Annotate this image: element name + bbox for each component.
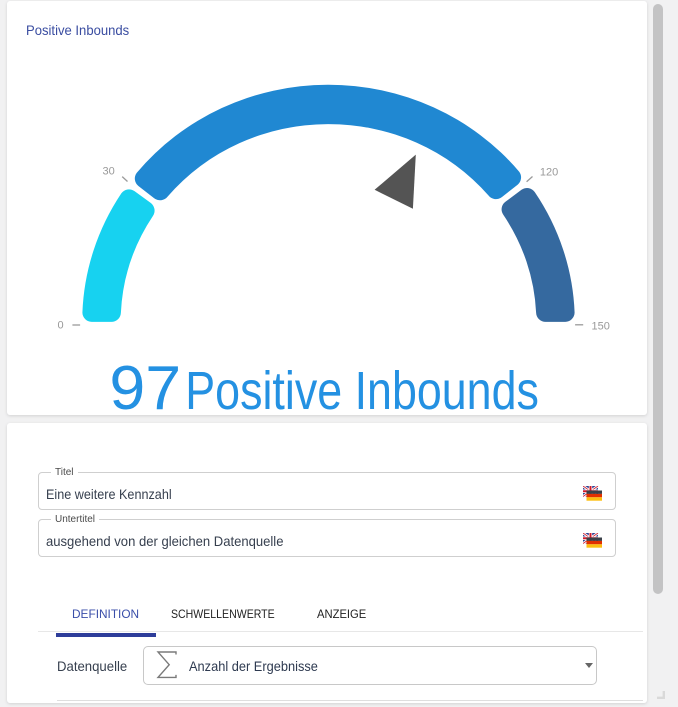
svg-text:150: 150 bbox=[592, 320, 610, 332]
svg-text:120: 120 bbox=[540, 166, 558, 178]
svg-text:Positive Inbounds: Positive Inbounds bbox=[185, 361, 539, 414]
svg-text:97: 97 bbox=[109, 354, 181, 414]
svg-text:30: 30 bbox=[102, 166, 114, 178]
svg-text:0: 0 bbox=[58, 320, 64, 332]
